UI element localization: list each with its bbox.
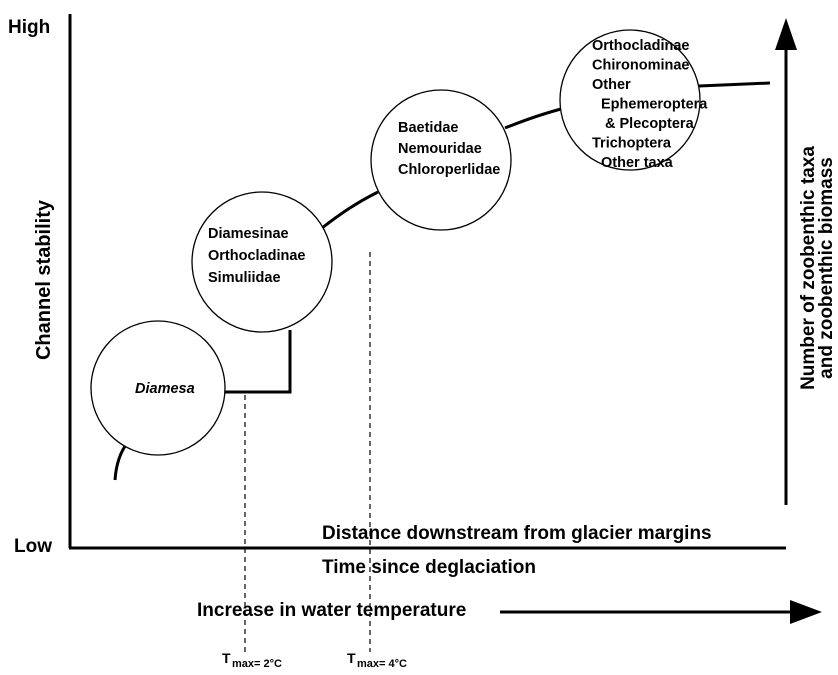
taxon: Orthocladinae (592, 38, 690, 54)
taxa-circle (370, 89, 512, 231)
y-low: Low (14, 536, 52, 557)
taxon: Simuliidae (208, 270, 281, 286)
temperature-label: Increase in water temperature (197, 600, 466, 621)
taxon: Chironominae (592, 58, 689, 74)
taxon: Other (592, 77, 631, 93)
taxon: Ephemeroptera (601, 97, 708, 113)
temp-arrowhead (790, 600, 822, 624)
taxon: Trichoptera (592, 136, 672, 152)
right-label: and zoobenthic biomass (816, 157, 837, 379)
taxon: & Plecoptera (605, 116, 695, 132)
stability-curve (113, 81, 771, 481)
taxon: Diamesinae (208, 226, 289, 242)
taxon: Chloroperlidae (398, 162, 500, 178)
y-high: High (8, 17, 50, 38)
taxa-circle (90, 320, 226, 456)
taxa-circle (191, 191, 333, 333)
threshold-subscript: max= 4°C (357, 658, 407, 670)
threshold-subscript: max= 2°C (232, 658, 282, 670)
threshold-symbol: T (222, 650, 231, 666)
taxon: Diamesa (135, 381, 195, 397)
taxa-circle (559, 29, 701, 171)
right-arrowhead (775, 18, 797, 50)
right-label: Number of zoobenthic taxa (798, 146, 819, 390)
x-label-bottom: Time since deglaciation (322, 557, 536, 578)
x-label-top: Distance downstream from glacier margins (322, 523, 712, 544)
threshold-symbol: T (347, 650, 356, 666)
taxon: Baetidae (398, 120, 458, 136)
taxon: Orthocladinae (208, 248, 306, 264)
taxon: Nemouridae (398, 141, 482, 157)
y-label: Channel stability (33, 199, 55, 360)
taxon: Other taxa (601, 155, 674, 171)
